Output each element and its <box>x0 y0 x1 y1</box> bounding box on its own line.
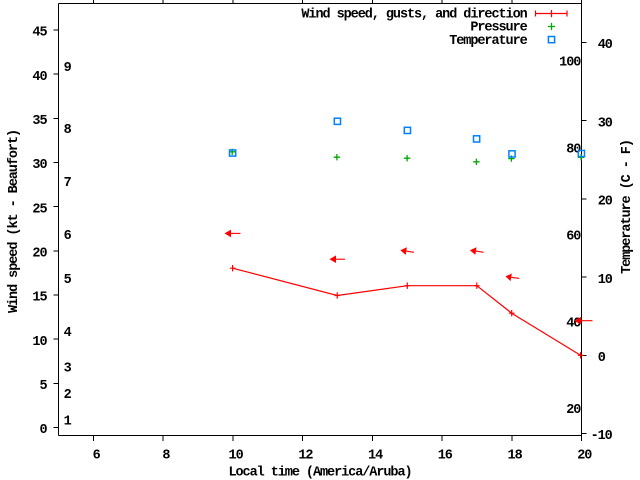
svg-text:Wind speed, gusts, and directi: Wind speed, gusts, and direction <box>301 8 527 23</box>
svg-text:Temperature (C - F): Temperature (C - F) <box>620 140 635 274</box>
svg-text:30: 30 <box>598 116 613 131</box>
svg-text:40: 40 <box>598 38 613 53</box>
svg-text:7: 7 <box>64 176 72 191</box>
svg-text:20: 20 <box>566 403 581 418</box>
svg-text:Pressure: Pressure <box>470 21 527 36</box>
svg-text:10: 10 <box>229 449 244 464</box>
svg-text:100: 100 <box>559 56 581 71</box>
svg-text:6: 6 <box>64 229 72 244</box>
svg-text:8: 8 <box>162 449 170 464</box>
svg-text:0: 0 <box>39 423 47 438</box>
svg-text:16: 16 <box>438 449 453 464</box>
svg-text:Local time (America/Aruba): Local time (America/Aruba) <box>228 466 411 480</box>
svg-text:25: 25 <box>32 202 47 217</box>
svg-text:30: 30 <box>32 158 47 173</box>
svg-text:14: 14 <box>368 449 383 464</box>
svg-text:45: 45 <box>32 26 47 41</box>
svg-text:10: 10 <box>598 273 613 288</box>
svg-text:Wind speed (kt - Beaufort): Wind speed (kt - Beaufort) <box>7 130 22 313</box>
svg-text:1: 1 <box>64 414 72 429</box>
svg-text:5: 5 <box>39 379 47 394</box>
svg-text:40: 40 <box>32 70 47 85</box>
svg-text:20: 20 <box>598 195 613 210</box>
svg-text:8: 8 <box>64 123 72 138</box>
svg-text:6: 6 <box>93 449 101 464</box>
svg-text:9: 9 <box>64 61 72 76</box>
svg-text:0: 0 <box>598 351 606 366</box>
svg-text:-10: -10 <box>591 429 613 444</box>
svg-text:2: 2 <box>64 388 72 403</box>
svg-text:3: 3 <box>64 361 72 376</box>
svg-text:5: 5 <box>64 273 72 288</box>
svg-text:10: 10 <box>32 335 47 350</box>
svg-text:20: 20 <box>32 247 47 262</box>
svg-text:20: 20 <box>577 449 592 464</box>
svg-text:35: 35 <box>32 114 47 129</box>
svg-text:18: 18 <box>508 449 523 464</box>
svg-text:12: 12 <box>298 449 313 464</box>
svg-text:15: 15 <box>32 291 47 306</box>
svg-text:60: 60 <box>566 229 581 244</box>
svg-text:Temperature: Temperature <box>449 34 527 49</box>
svg-text:4: 4 <box>64 326 72 341</box>
